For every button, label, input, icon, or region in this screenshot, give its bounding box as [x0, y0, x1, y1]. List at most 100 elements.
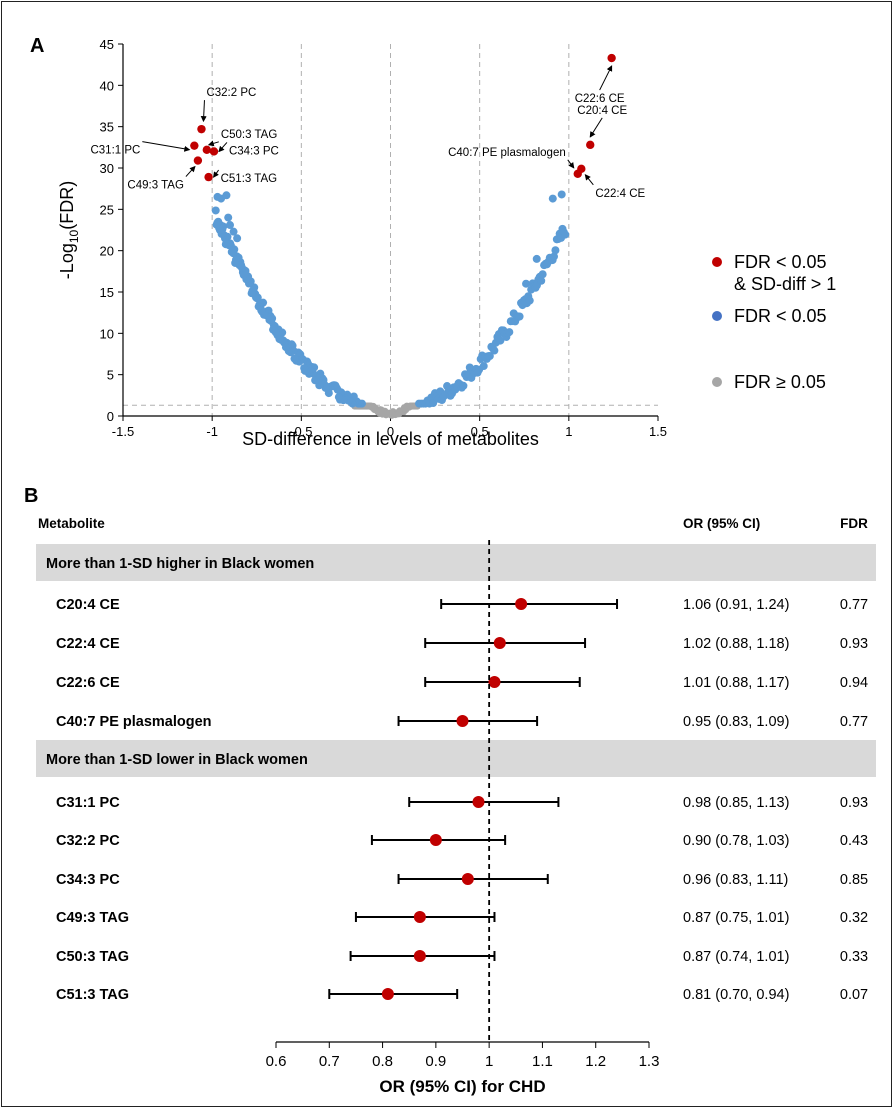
x-tick-label: 0 — [387, 424, 394, 439]
or-ci-text: 1.01 (0.88, 1.17) — [683, 675, 789, 691]
x-tick-label: -1.5 — [112, 424, 134, 439]
significant-point — [548, 194, 557, 203]
label-arrow — [589, 117, 603, 138]
group-header-label: More than 1-SD lower in Black women — [46, 752, 308, 768]
metabolite-name: C22:6 CE — [56, 675, 120, 691]
or-ci-text: 0.96 (0.83, 1.11) — [683, 872, 788, 888]
significant-point — [479, 362, 488, 371]
metabolite-name: C34:3 PC — [56, 872, 120, 888]
legend-marker — [712, 377, 722, 387]
or-ci-text: 0.81 (0.70, 0.94) — [683, 987, 789, 1003]
y-tick-label: 0 — [107, 409, 114, 424]
significant-point — [211, 206, 220, 215]
metabolite-name: C22:4 CE — [56, 636, 120, 652]
y-tick-label: 10 — [100, 326, 114, 341]
x-tick-label: 1 — [565, 424, 572, 439]
or-point — [381, 988, 394, 1000]
forest-x-tick-label: 0.9 — [425, 1053, 446, 1070]
x-axis-label: SD-difference in levels of metabolites — [242, 429, 539, 449]
group-header-label: More than 1-SD higher in Black women — [46, 556, 314, 572]
significant-point — [459, 381, 468, 390]
forest-x-tick-label: 1 — [485, 1053, 493, 1070]
point-label: C40:7 PE plasmalogen — [448, 147, 566, 159]
forest-x-tick-label: 1.3 — [639, 1053, 660, 1070]
point-label: C49:3 TAG — [127, 180, 184, 192]
volcano-plot: A -1.5 -1 -0.5 0 0.5 1 1.5 0 5 10 15 20 25 30 35 40 45 SD-… — [30, 35, 836, 449]
significant-point — [496, 336, 505, 345]
or-ci-text: 0.87 (0.75, 1.01) — [683, 910, 789, 926]
significant-point — [311, 376, 320, 385]
significant-point — [551, 246, 560, 255]
or-point — [472, 796, 485, 808]
fdr-value: 0.85 — [840, 872, 868, 888]
point-label: C50:3 TAG — [221, 129, 278, 141]
metabolite-name: C40:7 PE plasmalogen — [56, 714, 212, 730]
significant-point — [505, 328, 514, 337]
point-label: C51:3 TAG — [221, 173, 278, 185]
legend-label: FDR < 0.05 — [734, 306, 827, 326]
significant-point — [290, 354, 299, 363]
highlighted-point — [607, 53, 616, 63]
y-tick-label: 20 — [100, 244, 114, 259]
fdr-value: 0.93 — [840, 636, 868, 652]
forest-x-tick-label: 1.1 — [532, 1053, 553, 1070]
highlighted-point — [204, 172, 213, 182]
fdr-value: 0.33 — [840, 949, 868, 965]
fdr-value: 0.43 — [840, 833, 868, 849]
y-tick-label: 35 — [100, 120, 114, 135]
or-ci-text: 0.95 (0.83, 1.09) — [683, 714, 789, 730]
label-arrow — [567, 159, 575, 169]
x-tick-label: -1 — [206, 424, 218, 439]
significant-point — [490, 346, 499, 355]
significant-point — [212, 220, 221, 229]
significant-point — [532, 254, 541, 263]
x-tick-label: 0.5 — [471, 424, 489, 439]
significant-point — [233, 234, 242, 243]
significant-point — [269, 325, 278, 334]
group-header-band — [36, 544, 876, 581]
legend-marker — [712, 257, 722, 267]
legend-label: FDR < 0.05 — [734, 252, 827, 272]
significant-point — [561, 230, 570, 239]
or-point — [493, 637, 506, 649]
label-arrow — [142, 141, 191, 152]
forest-x-tick-label: 0.6 — [266, 1053, 287, 1070]
significant-point — [522, 279, 531, 288]
point-label: C22:4 CE — [595, 188, 645, 200]
or-point — [429, 834, 442, 846]
or-ci-text: 1.02 (0.88, 1.18) — [683, 636, 789, 652]
metabolite-name: C51:3 TAG — [56, 987, 129, 1003]
y-tick-label: 30 — [100, 161, 114, 176]
highlighted-point — [586, 140, 595, 150]
or-ci-text: 0.90 (0.78, 1.03) — [683, 833, 789, 849]
y-tick-label: 25 — [100, 202, 114, 217]
forest-x-axis-label: OR (95% CI) for CHD — [379, 1077, 545, 1096]
point-label: C31:1 PC — [90, 145, 140, 157]
point-label: C34:3 PC — [229, 145, 279, 157]
significant-point — [221, 240, 230, 249]
point-label: C22:6 CE — [575, 93, 625, 105]
header-metabolite: Metabolite — [38, 516, 105, 531]
highlighted-point — [190, 141, 199, 150]
highlighted-point — [209, 147, 219, 156]
or-point — [515, 598, 528, 610]
significant-point — [429, 399, 438, 408]
significant-point — [334, 393, 343, 402]
significant-point — [226, 221, 234, 230]
group-header-band — [36, 740, 876, 777]
significant-point — [224, 213, 233, 222]
highlighted-point — [573, 169, 582, 178]
or-point — [456, 715, 469, 727]
panel-a-letter: A — [30, 35, 44, 57]
or-point — [461, 873, 474, 885]
y-tick-label: 45 — [100, 37, 114, 52]
label-arrow — [213, 169, 220, 178]
metabolite-name: C32:2 PC — [56, 833, 120, 849]
fdr-value: 0.94 — [840, 675, 868, 691]
metabolite-name: C49:3 TAG — [56, 910, 129, 926]
significant-point — [525, 296, 534, 305]
significant-point — [227, 247, 236, 256]
significant-point — [537, 276, 546, 285]
legend-label-line2: & SD-diff > 1 — [734, 274, 836, 294]
